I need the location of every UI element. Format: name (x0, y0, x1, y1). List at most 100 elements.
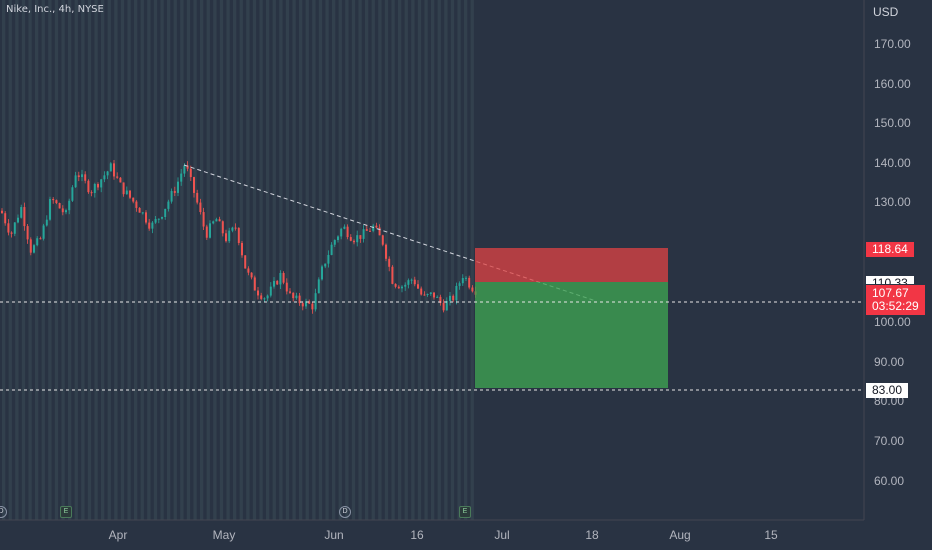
candle-body (413, 279, 416, 285)
candle-body (247, 268, 250, 273)
candle-body (279, 272, 282, 285)
earnings-icon[interactable]: E (459, 506, 471, 518)
candle-body (106, 171, 109, 176)
candle-body (250, 272, 253, 278)
candle-body (253, 277, 256, 291)
candle-body (33, 245, 35, 253)
session-stripe (351, 0, 356, 520)
candle-body (225, 233, 227, 242)
session-stripe (114, 0, 118, 520)
candle-body (455, 285, 458, 301)
candle-body (241, 242, 243, 256)
candle-body (244, 255, 247, 269)
candle-body (385, 244, 387, 259)
y-tick: 70.00 (874, 434, 905, 448)
session-stripes (2, 0, 474, 520)
current-price-tag: 107.67 03:52:29 (866, 285, 925, 315)
session-stripe (292, 0, 296, 520)
profit-target-zone[interactable] (475, 282, 668, 388)
candle-body (177, 181, 179, 193)
candle-body (228, 230, 231, 242)
candle-body (260, 295, 263, 299)
candle-body (263, 298, 266, 300)
candle-body (218, 219, 221, 222)
candle-body (282, 272, 285, 283)
y-tick: 140.00 (874, 156, 911, 170)
candle-body (116, 176, 119, 178)
session-stripe (312, 0, 316, 520)
session-stripe (186, 0, 191, 520)
candle-body (154, 218, 157, 223)
candle-body (388, 258, 391, 267)
candle-body (429, 292, 432, 294)
earnings-icon[interactable]: E (60, 506, 72, 518)
candle-body (445, 301, 448, 311)
candle-body (471, 287, 474, 292)
session-stripe (120, 0, 125, 520)
candle-body (433, 292, 435, 298)
session-stripe (371, 0, 375, 520)
session-stripe (147, 0, 151, 520)
dividend-icon[interactable]: D (339, 506, 351, 518)
symbol-label[interactable]: Nike, Inc., 4h, NYSE (6, 4, 104, 15)
session-stripe (101, 0, 105, 520)
candle-body (7, 223, 10, 233)
candle-body (449, 295, 451, 302)
candle-body (129, 190, 131, 198)
entry-price-tag[interactable]: 110.33 (866, 276, 914, 284)
candle-body (45, 219, 48, 226)
candle-body (324, 263, 327, 267)
candle-body (151, 222, 154, 229)
trend-line[interactable] (183, 164, 597, 302)
candle-body (308, 301, 311, 304)
session-stripe (219, 0, 224, 520)
candle-body (221, 221, 224, 234)
candle-body (13, 222, 16, 234)
candle-body (426, 293, 429, 295)
candle-body (132, 197, 135, 202)
candle-body (461, 278, 464, 284)
candle-body (330, 244, 333, 255)
candle-body (199, 202, 202, 213)
candle-body (10, 232, 13, 234)
candle-body (420, 288, 423, 295)
session-stripe (378, 0, 382, 520)
session-stripe (8, 0, 12, 520)
y-tick: 60.00 (874, 474, 905, 488)
candle-body (442, 302, 445, 311)
candle-body (71, 187, 74, 201)
candle-body (404, 284, 407, 287)
candle-body (26, 226, 29, 240)
candle-body (167, 201, 170, 209)
session-stripe (35, 0, 39, 520)
candle-body (401, 286, 403, 289)
session-stripe (48, 0, 52, 520)
candle-body (58, 203, 61, 209)
candle-body (157, 218, 160, 220)
x-tick: 15 (764, 528, 778, 542)
candle-body (237, 227, 240, 243)
stop-price-tag[interactable]: 118.64 (866, 242, 914, 257)
session-stripe (61, 0, 65, 520)
candle-body (407, 280, 410, 285)
target-price-tag[interactable]: 83.00 (866, 383, 909, 398)
candle-body (340, 228, 343, 237)
session-stripe (431, 0, 435, 520)
session-stripe (167, 0, 171, 520)
candle-body (301, 303, 304, 307)
candle-body (333, 240, 336, 245)
candle-body (417, 284, 419, 289)
session-stripe (318, 0, 323, 520)
candle-body (141, 212, 144, 214)
candle-body (122, 182, 125, 195)
session-stripe (384, 0, 389, 520)
candle-body (337, 236, 339, 241)
candle-body (436, 296, 439, 298)
stop-loss-zone[interactable] (475, 248, 668, 282)
candle-body (186, 165, 189, 169)
candle-body (391, 266, 394, 284)
y-tick: 170.00 (874, 37, 911, 51)
session-stripe (332, 0, 336, 520)
candle-body (349, 237, 352, 241)
